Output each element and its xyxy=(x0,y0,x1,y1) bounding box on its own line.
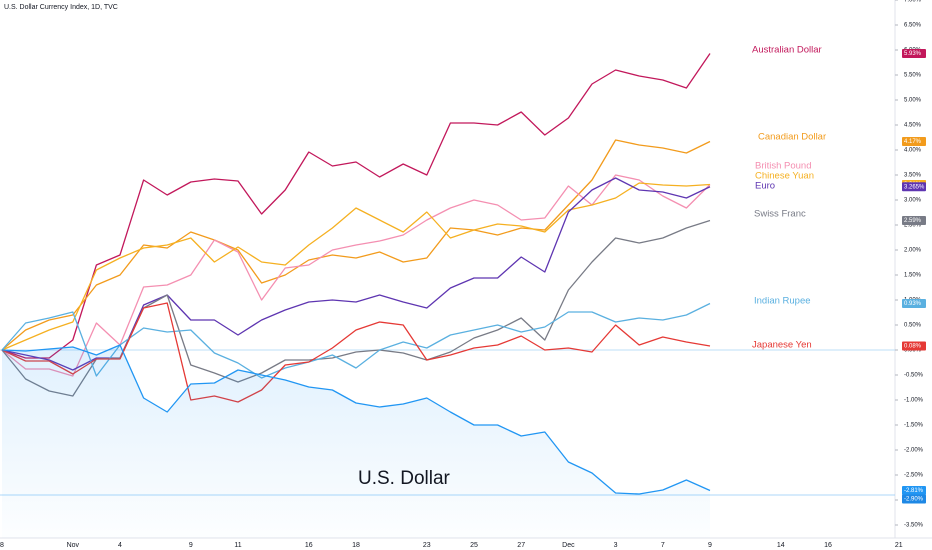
x-tick-label: 11 xyxy=(234,542,241,549)
series-name: Swiss Franc xyxy=(754,209,806,220)
y-tick-label: 6.50% xyxy=(904,23,922,29)
chart-title: U.S. Dollar Currency Index, 1D, TVC xyxy=(4,4,118,11)
reference-box xyxy=(902,494,926,504)
y-tick-label: -1.00% xyxy=(904,398,924,404)
series-name: Canadian Dollar xyxy=(758,132,826,143)
line xyxy=(1,53,711,359)
y-tick-label: 0.00% xyxy=(904,348,922,354)
last-value-label: -2.81% xyxy=(904,488,924,494)
y-tick-label: 1.50% xyxy=(904,273,922,279)
line xyxy=(1,177,711,371)
x-tick-label: 27 xyxy=(517,542,525,549)
series-name: Australian Dollar xyxy=(752,45,822,56)
plot-area xyxy=(0,53,895,538)
x-tick-label: 18 xyxy=(352,542,360,549)
last-value-label: 0.93% xyxy=(904,301,922,307)
x-tick-label: 23 xyxy=(423,542,431,549)
reference-label: -2.90% xyxy=(904,497,924,503)
series-name: Japanese Yen xyxy=(752,340,812,351)
line xyxy=(1,139,711,351)
x-tick-label: 14 xyxy=(777,542,785,549)
y-tick-label: 2.50% xyxy=(904,223,922,229)
last-value-box xyxy=(902,486,926,495)
y-tick-label: -3.50% xyxy=(904,523,924,529)
y-tick-label: 5.50% xyxy=(904,73,922,79)
last-value-label: 5.93% xyxy=(904,51,922,57)
x-tick-label: Dec xyxy=(562,542,575,549)
y-tick-label: 3.50% xyxy=(904,173,922,179)
last-value-label: 0.08% xyxy=(904,344,922,350)
last-value-label: 4.17% xyxy=(904,139,922,145)
last-value-box xyxy=(902,341,926,351)
y-tick-label: -2.50% xyxy=(904,473,924,479)
last-value-box xyxy=(902,216,926,225)
x-tick-label: Nov xyxy=(67,542,80,549)
line xyxy=(1,344,711,495)
series-name: Indian Rupee xyxy=(754,296,811,307)
y-tick-label: -0.50% xyxy=(904,373,924,379)
line xyxy=(1,174,711,377)
x-tick-label: 9 xyxy=(189,542,193,549)
x-tick-label: 4 xyxy=(118,542,122,549)
x-tick-label: 21 xyxy=(895,542,903,549)
y-tick-label: -2.00% xyxy=(904,448,924,454)
last-value-box xyxy=(902,137,926,146)
x-tick-label: 16 xyxy=(824,542,832,549)
y-tick-label: 2.00% xyxy=(904,248,922,254)
series-name: Euro xyxy=(755,181,775,192)
x-tick-label: 16 xyxy=(305,542,313,549)
series-name: British Pound xyxy=(755,161,812,172)
last-value-label: 3.265% xyxy=(904,184,925,190)
y-tick-label: 4.00% xyxy=(904,148,922,154)
series-name: Chinese Yuan xyxy=(755,171,814,182)
series-name: U.S. Dollar xyxy=(358,468,451,489)
x-tick-label: 25 xyxy=(470,542,478,549)
x-tick-label: 7 xyxy=(661,542,665,549)
last-value-box xyxy=(902,49,926,58)
y-tick-label: -1.50% xyxy=(904,423,924,429)
y-tick-label: 7.00% xyxy=(904,0,922,4)
x-tick-label: 3 xyxy=(614,542,618,549)
y-tick-label: 0.50% xyxy=(904,323,922,329)
x-tick-label: 8 xyxy=(0,542,4,549)
line xyxy=(1,182,711,351)
y-tick-label: 3.00% xyxy=(904,198,922,204)
y-tick-label: 4.50% xyxy=(904,123,922,129)
x-tick-label: 9 xyxy=(708,542,712,549)
last-value-label: 2.59% xyxy=(904,218,922,224)
area xyxy=(2,345,710,538)
last-value-box xyxy=(902,299,926,308)
y-tick-label: 5.00% xyxy=(904,98,922,104)
last-value-box xyxy=(902,182,926,192)
